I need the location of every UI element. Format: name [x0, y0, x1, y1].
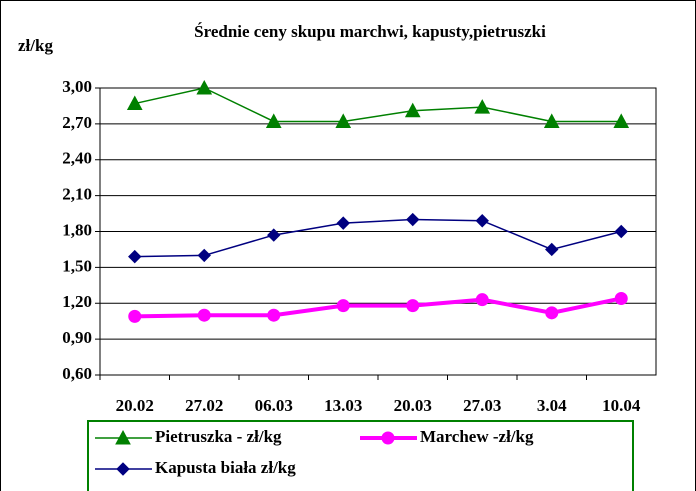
x-tick-label: 27.03	[463, 396, 501, 415]
x-tick-label: 20.03	[394, 396, 432, 415]
marker	[128, 309, 142, 323]
legend-label: Kapusta biała zł/kg	[155, 458, 296, 477]
x-tick-label: 27.02	[185, 396, 223, 415]
legend-box	[87, 420, 634, 491]
marker	[336, 216, 350, 230]
x-tick-label: 3.04	[537, 396, 567, 415]
marker	[404, 102, 421, 118]
marker	[126, 95, 143, 111]
y-tick-label: 0,90	[62, 328, 92, 347]
marker	[336, 299, 350, 313]
y-tick-label: 2,70	[62, 113, 92, 132]
x-tick-label: 06.03	[255, 396, 293, 415]
marker	[267, 308, 281, 322]
y-tick-label: 3,00	[62, 77, 92, 96]
series-line	[134, 218, 622, 258]
marker	[545, 306, 559, 320]
marker	[197, 308, 211, 322]
marker	[128, 249, 142, 264]
marker	[406, 299, 420, 313]
legend-label: Pietruszka - zł/kg	[155, 427, 282, 446]
series-line	[134, 87, 622, 123]
marker	[613, 113, 630, 128]
marker	[474, 99, 491, 114]
marker	[614, 291, 628, 305]
y-tick-label: 1,50	[62, 256, 92, 275]
marker	[196, 79, 213, 95]
x-tick-label: 13.03	[324, 396, 362, 415]
y-axis-label: zł/kg	[18, 36, 53, 55]
legend: Pietruszka - zł/kg Marchew -zł/kg Kapusta …	[87, 420, 634, 491]
series-line	[134, 296, 622, 319]
y-tick-label: 0,60	[62, 364, 92, 383]
marker	[381, 431, 395, 445]
marker	[475, 214, 489, 228]
marker	[406, 212, 420, 227]
marker	[197, 248, 211, 263]
marker	[116, 462, 130, 476]
marker	[475, 293, 489, 307]
y-tick-label: 2,10	[62, 185, 92, 204]
chart-title: Średnie ceny skupu marchwi, kapusty,piet…	[194, 22, 546, 41]
marker	[614, 224, 628, 239]
marker	[265, 113, 282, 128]
legend-label: Marchew -zł/kg	[420, 427, 534, 446]
marker	[115, 429, 131, 445]
marker	[545, 242, 559, 257]
x-tick-label: 10.04	[602, 396, 641, 415]
y-tick-label: 1,80	[62, 220, 92, 239]
marker	[543, 113, 560, 128]
marker	[335, 113, 352, 128]
x-tick-label: 20.02	[116, 396, 154, 415]
marker	[267, 228, 281, 242]
y-tick-label: 1,20	[62, 292, 92, 311]
y-tick-label: 2,40	[62, 149, 92, 168]
